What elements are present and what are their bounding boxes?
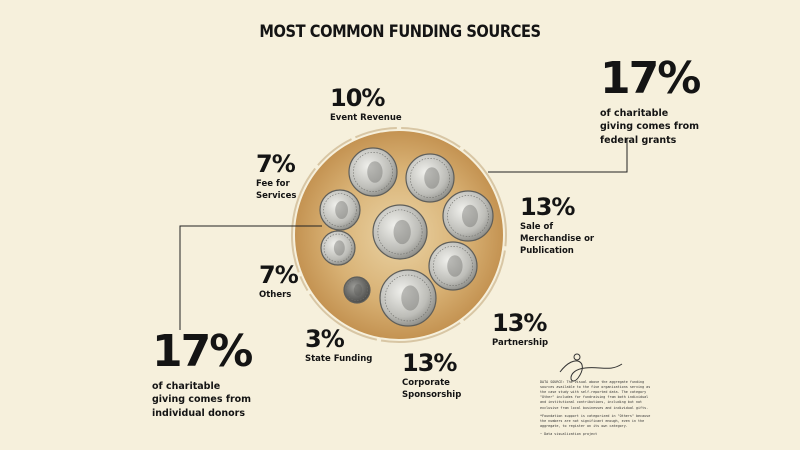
label-partnership: 13% Partnership: [492, 311, 548, 350]
federal-leader-line: [488, 138, 628, 173]
decorative-flourish-icon: [559, 353, 623, 382]
coin-icon: [319, 189, 361, 231]
pie-slice-6: [291, 167, 316, 273]
corporate-pct: 13%: [402, 349, 457, 377]
chart-title: MOST COMMON FUNDING SOURCES: [259, 22, 541, 42]
notes-paragraph-2: *Foundation support is categorized in "O…: [540, 413, 651, 428]
merch-pct: 13%: [520, 193, 575, 221]
event-pct: 10%: [330, 84, 385, 112]
label-corporate-sponsorship: 13% Corporate Sponsorship: [402, 351, 472, 402]
federal-pct: 17%: [600, 53, 701, 104]
label-individual-donors: 17% of charitable giving comes from indi…: [152, 326, 253, 420]
event-desc: Event Revenue: [330, 113, 402, 123]
label-fee-for-services: 7% Fee for Services: [256, 152, 298, 203]
label-merchandise: 13% Sale of Merchandise or Publication: [520, 195, 615, 258]
label-others: 7% Others: [259, 261, 299, 302]
pie-slice-4: [308, 293, 378, 341]
pie-slice-0: [401, 127, 461, 149]
corporate-desc: Corporate Sponsorship: [402, 378, 462, 400]
donors-leader-line: [179, 225, 322, 330]
pie-slice-8: [354, 127, 397, 139]
pie-slice-2: [463, 250, 506, 322]
fee-desc: Fee for Services: [256, 179, 297, 201]
data-source-notes: DATA SOURCE: The visual above the aggreg…: [540, 380, 655, 440]
label-federal-grants: 17% of charitable giving comes from fede…: [600, 53, 701, 147]
label-state-funding: 3% State Funding: [305, 327, 372, 366]
state-pct: 3%: [305, 325, 345, 353]
notes-paragraph-3: ~ Data visualization project: [540, 431, 598, 436]
coin-icon: [320, 230, 356, 266]
partnership-pct: 13%: [492, 309, 547, 337]
merch-desc: Sale of Merchandise or Publication: [520, 222, 595, 256]
coin-icon: [343, 276, 371, 304]
pie-slice-5: [299, 275, 309, 292]
coin-icon: [372, 204, 428, 260]
coin-icon: [405, 153, 455, 203]
others-desc: Others: [259, 290, 292, 300]
coin-icon: [348, 147, 398, 197]
partnership-desc: Partnership: [492, 338, 549, 348]
donors-desc: of charitable giving comes from individu…: [152, 381, 252, 419]
others-pct: 7%: [259, 261, 299, 289]
fee-pct: 7%: [256, 150, 296, 178]
pie-slice-7: [317, 138, 352, 166]
pie-slice-3: [380, 321, 461, 343]
pie-slice-1: [463, 148, 507, 247]
donors-pct: 17%: [152, 326, 253, 377]
state-desc: State Funding: [305, 354, 373, 364]
label-event-revenue: 10% Event Revenue: [330, 86, 402, 125]
notes-paragraph-1: DATA SOURCE: The visual above the aggreg…: [540, 380, 651, 410]
coin-icon: [379, 269, 437, 327]
coin-icon: [442, 190, 494, 242]
coin-icon: [428, 241, 478, 291]
federal-desc: of charitable giving comes from federal …: [600, 108, 700, 146]
